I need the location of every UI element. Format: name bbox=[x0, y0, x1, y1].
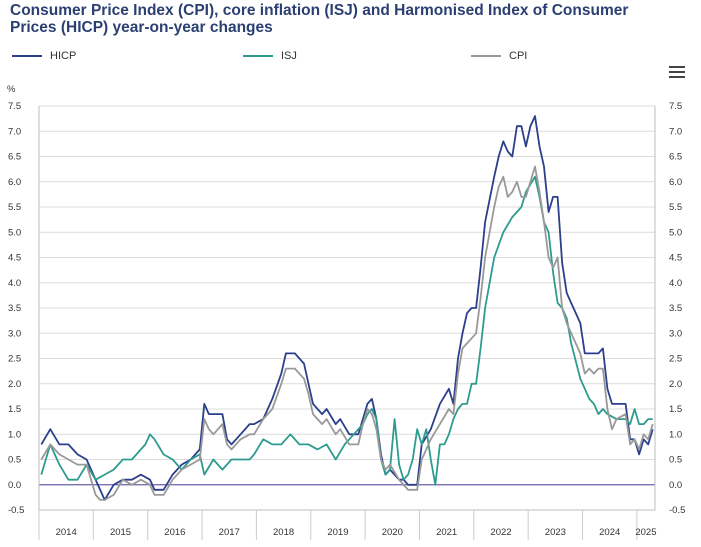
legend-item-cpi[interactable]: CPI bbox=[471, 50, 527, 62]
y-tick-label-left: 6.5 bbox=[8, 152, 21, 163]
legend-swatch-cpi bbox=[471, 55, 501, 57]
y-tick-label-left: -0.5 bbox=[8, 505, 24, 516]
series-line-cpi bbox=[40, 165, 654, 501]
x-tick-label: 2025 bbox=[635, 527, 656, 538]
y-tick-label-left: 5.5 bbox=[8, 202, 21, 213]
y-tick-label-right: 2.0 bbox=[669, 379, 682, 390]
y-tick-label-left: 1.5 bbox=[8, 404, 21, 415]
y-tick-label-left: 7.5 bbox=[8, 101, 21, 112]
y-tick-label-right: 6.5 bbox=[669, 152, 682, 163]
y-tick-label-left: 3.0 bbox=[8, 328, 21, 339]
x-tick-label: 2021 bbox=[436, 527, 457, 538]
y-tick-label-right: 7.5 bbox=[669, 101, 682, 112]
y-tick-label-left: 0.0 bbox=[8, 480, 21, 491]
y-tick-label-right: 4.5 bbox=[669, 253, 682, 264]
legend-item-isj[interactable]: ISJ bbox=[243, 50, 297, 62]
y-tick-label-right: 2.5 bbox=[669, 354, 682, 365]
y-tick-label-right: 1.5 bbox=[669, 404, 682, 415]
legend-label-hicp: HICP bbox=[50, 50, 77, 62]
y-axis-unit: % bbox=[7, 84, 16, 95]
x-tick-label: 2015 bbox=[110, 527, 131, 538]
x-tick-label: 2024 bbox=[599, 527, 620, 538]
x-tick-label: 2022 bbox=[490, 527, 511, 538]
y-tick-label-right: -0.5 bbox=[669, 505, 685, 516]
x-tick-label: 2016 bbox=[164, 527, 185, 538]
y-tick-label-right: 4.0 bbox=[669, 278, 682, 289]
hamburger-menu-icon[interactable] bbox=[669, 66, 685, 80]
y-tick-label-right: 3.5 bbox=[669, 303, 682, 314]
y-tick-label-left: 7.0 bbox=[8, 126, 21, 137]
y-tick-label-left: 6.0 bbox=[8, 177, 21, 188]
chart-title: Consumer Price Index (CPI), core inflati… bbox=[10, 2, 629, 36]
y-tick-label-right: 0.5 bbox=[669, 455, 682, 466]
legend-swatch-isj bbox=[243, 55, 273, 57]
x-tick-label: 2023 bbox=[545, 527, 566, 538]
x-tick-label: 2017 bbox=[219, 527, 240, 538]
y-tick-label-right: 5.5 bbox=[669, 202, 682, 213]
y-tick-label-left: 5.0 bbox=[8, 227, 21, 238]
y-tick-label-right: 7.0 bbox=[669, 126, 682, 137]
y-tick-label-left: 4.5 bbox=[8, 253, 21, 264]
x-tick-label: 2020 bbox=[382, 527, 403, 538]
legend-item-hicp[interactable]: HICP bbox=[12, 50, 76, 62]
y-tick-label-right: 0.0 bbox=[669, 480, 682, 491]
x-tick-label: 2018 bbox=[273, 527, 294, 538]
x-tick-label: 2014 bbox=[56, 527, 77, 538]
legend-label-isj: ISJ bbox=[281, 50, 297, 62]
y-tick-label-left: 3.5 bbox=[8, 303, 21, 314]
legend-label-cpi: CPI bbox=[509, 50, 528, 62]
x-tick-label: 2019 bbox=[327, 527, 348, 538]
legend-swatch-hicp bbox=[12, 55, 42, 57]
y-tick-label-right: 1.0 bbox=[669, 429, 682, 440]
chart-legend: HICP ISJ CPI bbox=[0, 50, 701, 68]
y-tick-label-left: 1.0 bbox=[8, 429, 21, 440]
y-tick-label-right: 3.0 bbox=[669, 328, 682, 339]
y-tick-label-right: 5.0 bbox=[669, 227, 682, 238]
series-line-isj bbox=[40, 175, 653, 486]
y-tick-label-left: 2.0 bbox=[8, 379, 21, 390]
y-tick-label-left: 4.0 bbox=[8, 278, 21, 289]
y-tick-label-left: 2.5 bbox=[8, 354, 21, 365]
y-tick-label-left: 0.5 bbox=[8, 455, 21, 466]
y-tick-label-right: 6.0 bbox=[669, 177, 682, 188]
